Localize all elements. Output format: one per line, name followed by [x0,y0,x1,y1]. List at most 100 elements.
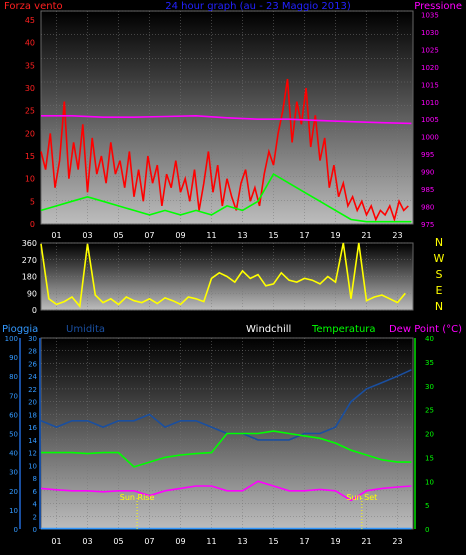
y-tick-label: 45 [25,16,35,25]
y-tick-label: 90 [27,289,37,298]
y-tick-label: 20 [25,129,35,138]
y-tick-label: 0 [33,526,37,534]
y-tick-label: 4 [33,501,38,509]
x-tick-label: 15 [268,231,278,240]
y-tick-label: 30 [28,335,37,343]
x-tick-label: 09 [175,537,185,546]
x-tick-label: 17 [299,537,309,546]
x-tick-label: 01 [51,231,61,240]
series-line [40,78,409,223]
series-line [40,242,406,309]
y-tick-label: 5 [30,197,35,206]
y-tick-label: 14 [28,437,37,445]
y-tick-label: 26 [28,360,37,368]
y-tick-label: 985 [421,186,434,194]
y-tick-label: 1005 [421,116,439,124]
y-tick-label: 60 [9,411,18,419]
y-tick-label: 1015 [421,81,439,89]
compass-label: N [435,236,443,249]
y-tick-label: 30 [9,469,18,477]
y-tick-label: 180 [22,273,37,282]
x-tick-label: 11 [206,537,216,546]
x-tick-label: 05 [113,231,123,240]
y-tick-label: 2 [33,513,37,521]
x-tick-label: 23 [392,537,402,546]
legend-entry: Dew Point (°C) [389,324,462,335]
y-tick-label: 70 [9,392,18,400]
y-tick-label: 50 [9,431,18,439]
x-tick-label: 03 [82,231,92,240]
y-tick-label: 30 [25,84,35,93]
y-tick-label: 10 [425,478,434,486]
x-tick-label: 15 [268,537,278,546]
x-tick-label: 19 [330,231,340,240]
x-tick-label: 01 [51,537,61,546]
series-line [41,430,412,468]
legend-entry: Umidita [66,324,105,335]
x-tick-label: 05 [113,537,123,546]
y-tick-label: 995 [421,151,434,159]
y-tick-label: 975 [421,221,434,229]
x-tick-label: 07 [144,231,154,240]
y-tick-label: 1035 [421,11,439,19]
x-tick-label: 19 [330,537,340,546]
compass-label: N [435,300,443,313]
y-tick-label: 24 [28,373,37,381]
x-tick-label: 03 [82,537,92,546]
compass-label: W [434,252,445,265]
y-tick-label: 6 [33,488,38,496]
axis-label: Pressione [414,1,462,12]
y-tick-label: 16 [28,424,37,432]
y-tick-label: 22 [28,386,37,394]
y-tick-label: 1025 [421,46,439,54]
y-tick-label: 18 [28,411,37,419]
y-tick-label: 0 [425,526,429,534]
y-tick-label: 30 [425,383,434,391]
y-tick-label: 270 [22,256,37,265]
x-tick-label: 21 [361,537,371,546]
y-tick-label: 10 [9,507,18,515]
chart-title: 24 hour graph (au - 23 Maggio 2013) [165,1,351,12]
y-tick-label: 15 [425,454,434,462]
y-tick-label: 80 [9,373,18,381]
y-tick-label: 25 [425,407,434,415]
y-tick-label: 35 [425,359,434,367]
legend-entry: Windchill [246,324,291,335]
y-tick-label: 100 [5,335,18,343]
x-tick-label: 09 [175,231,185,240]
y-tick-label: 980 [421,204,434,212]
y-tick-label: 0 [30,220,35,229]
series-line [40,172,412,223]
y-tick-label: 10 [28,462,37,470]
y-tick-label: 20 [9,488,18,496]
x-tick-label: 07 [144,537,154,546]
y-tick-label: 90 [9,354,18,362]
y-tick-label: 1000 [421,134,439,142]
x-tick-label: 11 [206,231,216,240]
y-tick-label: 40 [9,450,18,458]
compass-label: E [436,284,443,297]
y-tick-label: 990 [421,169,434,177]
compass-label: S [436,268,443,281]
y-tick-label: 40 [25,39,35,48]
y-tick-label: 8 [33,475,37,483]
x-tick-label: 23 [392,231,402,240]
y-tick-label: 0 [14,526,18,534]
x-tick-label: 13 [237,537,247,546]
y-tick-label: 28 [28,348,37,356]
legend-entry: Temperatura [311,324,376,335]
y-tick-label: 10 [25,175,35,184]
y-tick-label: 35 [25,61,35,70]
axis-label: Forza vento [4,1,63,12]
x-tick-label: 17 [299,231,309,240]
y-tick-label: 360 [22,239,37,248]
y-tick-label: 12 [28,450,37,458]
series-line [40,480,412,502]
x-tick-label: 13 [237,231,247,240]
series-line [41,114,412,125]
y-tick-label: 1010 [421,99,439,107]
y-tick-label: 20 [28,399,37,407]
y-tick-label: 1020 [421,64,439,72]
